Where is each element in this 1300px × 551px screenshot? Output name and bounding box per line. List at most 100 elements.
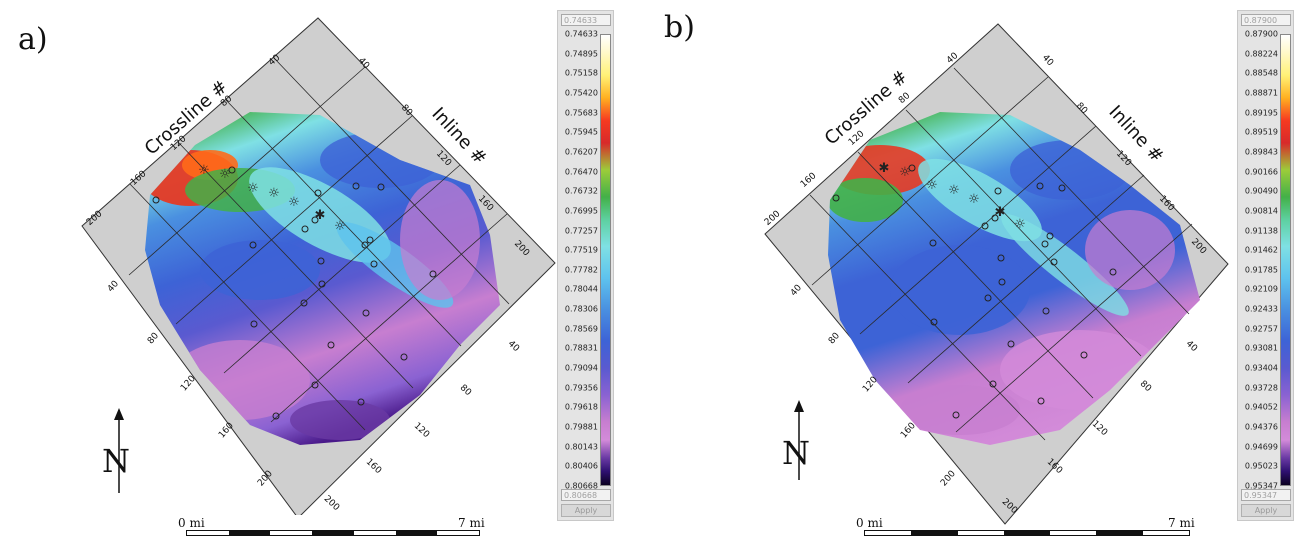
legend-tick-label: 0.79881	[564, 422, 598, 432]
legend-tick-list: 0.87900 0.88224 0.88548 0.88871 0.89195 0.895…	[1238, 30, 1278, 491]
crossline-tick: 160	[799, 171, 819, 190]
well-circle-icon	[832, 194, 840, 202]
legend-tick-label: 0.90166	[1244, 167, 1278, 177]
apply-button[interactable]: Apply	[1241, 504, 1291, 517]
well-circle-icon	[994, 187, 1002, 195]
legend-tick-label: 0.75945	[564, 127, 598, 137]
inline-tick: 40	[1040, 53, 1055, 68]
legend-max-input[interactable]: 0.74633	[561, 14, 611, 26]
scale-bar-b: 0 mi 7 mi	[856, 516, 1196, 536]
apply-button[interactable]: Apply	[561, 504, 611, 517]
well-circle-icon	[429, 270, 437, 278]
injector-star-icon: ☼	[247, 181, 259, 196]
injector-star-icon: ☼	[899, 165, 911, 180]
inline-tick: 80	[146, 331, 161, 346]
well-circle-icon	[301, 225, 309, 233]
legend-tick-label: 0.94699	[1244, 442, 1278, 452]
legend-tick-label: 0.88871	[1244, 88, 1278, 98]
legend-tick-label: 0.74895	[564, 49, 598, 59]
well-circle-icon	[1036, 182, 1044, 190]
legend-tick-label: 0.92109	[1244, 284, 1278, 294]
well-circle-icon	[952, 411, 960, 419]
legend-min-input[interactable]: 0.80668	[561, 489, 611, 501]
legend-tick-label: 0.90814	[1244, 206, 1278, 216]
injector-star-icon: ☼	[968, 192, 980, 207]
scale-bar-segments	[864, 530, 1190, 536]
legend-tick-label: 0.76995	[564, 206, 598, 216]
north-arrow-b: N	[780, 400, 820, 490]
well-circle-icon	[1041, 240, 1049, 248]
injector-star-icon: ☼	[948, 183, 960, 198]
legend-min-input[interactable]: 0.95347	[1241, 489, 1291, 501]
crossline-tick: 160	[364, 457, 384, 476]
well-circle-icon	[327, 341, 335, 349]
legend-tick-label: 0.76207	[564, 147, 598, 157]
crossline-tick: 40	[1184, 339, 1199, 354]
well-circle-icon	[361, 241, 369, 249]
scale-left-label: 0 mi	[178, 516, 205, 530]
legend-tick-label: 0.77519	[564, 245, 598, 255]
injector-star-icon: ✱	[315, 208, 326, 223]
well-circle-icon	[152, 196, 160, 204]
north-arrow-icon	[794, 400, 804, 480]
injector-star-icon: ☼	[288, 195, 300, 210]
injector-markers: ✱ ☼ ☼ ☼ ☼ ✱ ☼	[879, 161, 1026, 232]
legend-tick-label: 0.92757	[1244, 324, 1278, 334]
legend-tick-label: 0.80143	[564, 442, 598, 452]
well-circle-icon	[908, 164, 916, 172]
well-circle-icon	[272, 412, 280, 420]
well-circle-icon	[317, 257, 325, 265]
north-arrow-icon	[114, 408, 124, 493]
injector-star-icon: ☼	[268, 186, 280, 201]
legend-tick-label: 0.94052	[1244, 402, 1278, 412]
well-circle-icon	[377, 183, 385, 191]
north-arrow-a: N	[100, 408, 140, 498]
legend-tick-label: 0.92433	[1244, 304, 1278, 314]
legend-tick-label: 0.88224	[1244, 49, 1278, 59]
well-circle-icon	[250, 320, 258, 328]
legend-tick-list: 0.74633 0.74895 0.75158 0.75420 0.75683 0.759…	[558, 30, 598, 491]
inline-tick: 200	[939, 469, 958, 489]
well-circle-icon	[1037, 397, 1045, 405]
well-circle-icon	[249, 241, 257, 249]
legend-tick-label: 0.91462	[1244, 245, 1278, 255]
panel-letter-b: b)	[664, 10, 695, 45]
legend-tick-label: 0.90490	[1244, 186, 1278, 196]
legend-tick-label: 0.88548	[1244, 68, 1278, 78]
legend-tick-label: 0.78306	[564, 304, 598, 314]
well-circle-icon	[357, 398, 365, 406]
legend-tick-label: 0.77782	[564, 265, 598, 275]
well-circle-icon	[997, 254, 1005, 262]
legend-tick-label: 0.91138	[1244, 226, 1278, 236]
legend-max-input[interactable]: 0.87900	[1241, 14, 1291, 26]
panel-letter-a: a)	[18, 22, 48, 57]
legend-tick-label: 0.93081	[1244, 343, 1278, 353]
seismic-map-a: ☼ ☼ ☼ ☼ ☼ ✱ ☼ Crossline # Inline # 40 80…	[81, 17, 556, 515]
well-circle-icon	[1042, 307, 1050, 315]
scale-bar-a: 0 mi 7 mi	[178, 516, 488, 536]
well-circle-icon	[352, 182, 360, 190]
legend-tick-label: 0.76732	[564, 186, 598, 196]
north-label: N	[782, 434, 810, 472]
crossline-tick: 120	[412, 421, 432, 440]
legend-tick-label: 0.75683	[564, 108, 598, 118]
well-circle-icon	[929, 239, 937, 247]
legend-tick-label: 0.87900	[1244, 29, 1278, 39]
survey-grid	[809, 67, 1193, 441]
north-label: N	[102, 442, 130, 480]
legend-tick-label: 0.80668	[564, 481, 598, 491]
legend-tick-label: 0.93728	[1244, 383, 1278, 393]
crossline-tick: 80	[458, 383, 473, 398]
injector-markers: ☼ ☼ ☼ ☼ ☼ ✱ ☼	[198, 163, 346, 234]
scale-right-label: 7 mi	[458, 516, 485, 530]
legend-tick-label: 0.78569	[564, 324, 598, 334]
legend-tick-label: 0.91785	[1244, 265, 1278, 275]
inline-tick: 80	[827, 331, 842, 346]
color-legend-b: 0.87900 0.87900 0.88224 0.88548 0.88871 0.89…	[1237, 10, 1294, 521]
well-circle-icon	[362, 309, 370, 317]
crossline-tick: 80	[1138, 379, 1153, 394]
legend-tick-label: 0.89843	[1244, 147, 1278, 157]
well-circle-icon	[989, 380, 997, 388]
well-circle-icon	[228, 166, 236, 174]
legend-tick-label: 0.95023	[1244, 461, 1278, 471]
